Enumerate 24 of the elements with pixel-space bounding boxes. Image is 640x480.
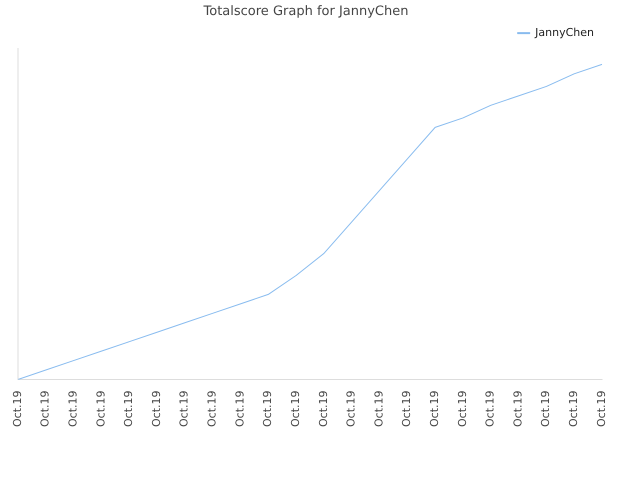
- x-tick-label: Oct.19: [206, 390, 219, 428]
- x-tick-label: Oct.19: [456, 390, 469, 428]
- legend-label: JannyChen: [534, 26, 594, 39]
- x-tick-label: Oct.19: [511, 390, 524, 428]
- x-tick-label: Oct.19: [10, 390, 24, 428]
- x-tick-label: Oct.19: [484, 390, 497, 428]
- x-tick-label: Oct.19: [567, 390, 580, 428]
- x-tick-label: Oct.19: [539, 390, 552, 428]
- x-tick-label: Oct.19: [288, 390, 302, 428]
- x-tick-label: Oct.19: [594, 390, 608, 428]
- x-tick-label: Oct.19: [261, 390, 274, 428]
- x-tick-label: Oct.19: [233, 390, 246, 428]
- x-tick-label: Oct.19: [344, 390, 358, 428]
- x-tick-label: Oct.19: [400, 390, 414, 428]
- x-tick-label: Oct.19: [150, 390, 163, 428]
- x-tick-label: Oct.19: [38, 390, 52, 428]
- x-tick-label: Oct.19: [372, 390, 386, 428]
- x-tick-label: Oct.19: [428, 390, 441, 428]
- x-tick-label: Oct.19: [316, 390, 330, 428]
- x-tick-label: Oct.19: [66, 390, 80, 428]
- x-tick-label: Oct.19: [178, 390, 191, 428]
- chart-title: Totalscore Graph for JannyChen: [202, 4, 408, 20]
- x-tick-label: Oct.19: [122, 390, 136, 428]
- x-tick-label: Oct.19: [94, 390, 108, 428]
